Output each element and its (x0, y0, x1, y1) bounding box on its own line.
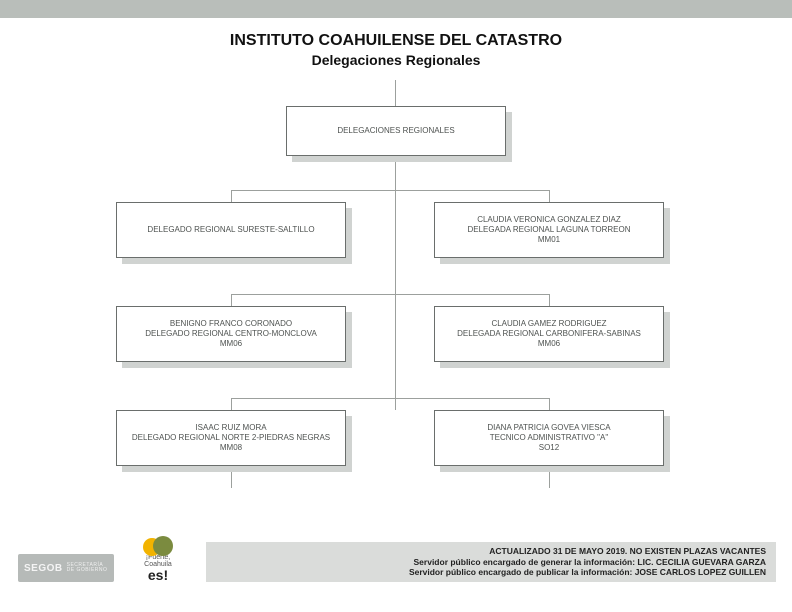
org-node: ISAAC RUIZ MORA DELEGADO REGIONAL NORTE … (116, 410, 346, 466)
page-title-block: INSTITUTO COAHUILENSE DEL CATASTRO Deleg… (0, 32, 792, 68)
org-node-label: BENIGNO FRANCO CORONADO DELEGADO REGIONA… (145, 319, 317, 349)
connector-v (549, 398, 550, 410)
org-node-label: CLAUDIA VERONICA GONZALEZ DIAZ DELEGADA … (467, 215, 630, 245)
org-node-label: DIANA PATRICIA GOVEA VIESCA TECNICO ADMI… (487, 423, 610, 453)
connector-v (549, 190, 550, 202)
org-node: DELEGACIONES REGIONALES (286, 106, 506, 156)
footer-line-3: Servidor público encargado de publicar l… (409, 567, 766, 578)
logo-segob: SEGOB SECRETARÍA DE GOBIERNO (18, 554, 114, 582)
connector-v (395, 294, 396, 398)
org-node-label: CLAUDIA GAMEZ RODRIGUEZ DELEGADA REGIONA… (457, 319, 641, 349)
connector-v (231, 294, 232, 306)
connector-v (231, 398, 232, 410)
org-node: BENIGNO FRANCO CORONADO DELEGADO REGIONA… (116, 306, 346, 362)
logo-coahuila-text: ¡Fuerte, Coahuila (144, 554, 172, 568)
footer-band: ACTUALIZADO 31 DE MAYO 2019. NO EXISTEN … (206, 542, 776, 582)
connector-h (231, 398, 549, 399)
connector-v (549, 472, 550, 488)
logo-coahuila-es: es! (148, 568, 168, 582)
logo-segob-label: SEGOB (24, 563, 63, 574)
connector-v (231, 190, 232, 202)
org-chart: DELEGACIONES REGIONALES DELEGADO REGIONAL… (0, 80, 792, 510)
logo-coahuila-mark (143, 536, 173, 552)
org-node: CLAUDIA VERONICA GONZALEZ DIAZ DELEGADA … (434, 202, 664, 258)
org-node: DELEGADO REGIONAL SURESTE-SALTILLO (116, 202, 346, 258)
org-node-label: DELEGADO REGIONAL SURESTE-SALTILLO (147, 225, 314, 235)
org-node: DIANA PATRICIA GOVEA VIESCA TECNICO ADMI… (434, 410, 664, 466)
footer-line-2: Servidor público encargado de generar la… (414, 557, 766, 568)
connector-h (231, 190, 549, 191)
org-node-label: DELEGACIONES REGIONALES (337, 126, 454, 136)
page-title: INSTITUTO COAHUILENSE DEL CATASTRO (0, 32, 792, 50)
connector-v (231, 472, 232, 488)
logo-coahuila: ¡Fuerte, Coahuila es! (126, 536, 190, 582)
page-subtitle: Delegaciones Regionales (0, 52, 792, 68)
footer-line-1: ACTUALIZADO 31 DE MAYO 2019. NO EXISTEN … (489, 546, 766, 557)
connector-h (231, 294, 549, 295)
top-bar (0, 0, 792, 18)
logo-segob-sub: SECRETARÍA DE GOBIERNO (67, 563, 108, 573)
connector-v (549, 294, 550, 306)
org-node-label: ISAAC RUIZ MORA DELEGADO REGIONAL NORTE … (132, 423, 330, 453)
footer-logos: SEGOB SECRETARÍA DE GOBIERNO ¡Fuerte, Co… (18, 536, 190, 582)
org-node: CLAUDIA GAMEZ RODRIGUEZ DELEGADA REGIONA… (434, 306, 664, 362)
connector-v (395, 80, 396, 106)
connector-v (395, 190, 396, 294)
connector-v (395, 398, 396, 410)
